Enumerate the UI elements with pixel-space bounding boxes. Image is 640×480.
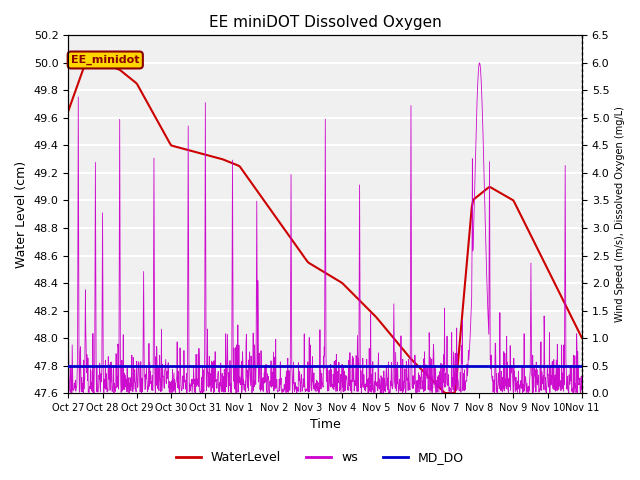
X-axis label: Time: Time bbox=[310, 419, 340, 432]
Text: EE_minidot: EE_minidot bbox=[71, 55, 140, 65]
Title: EE miniDOT Dissolved Oxygen: EE miniDOT Dissolved Oxygen bbox=[209, 15, 442, 30]
Legend: WaterLevel, ws, MD_DO: WaterLevel, ws, MD_DO bbox=[171, 446, 469, 469]
Y-axis label: Wind Speed (m/s), Dissolved Oxygen (mg/L): Wind Speed (m/s), Dissolved Oxygen (mg/L… bbox=[615, 106, 625, 322]
Y-axis label: Water Level (cm): Water Level (cm) bbox=[15, 161, 28, 268]
